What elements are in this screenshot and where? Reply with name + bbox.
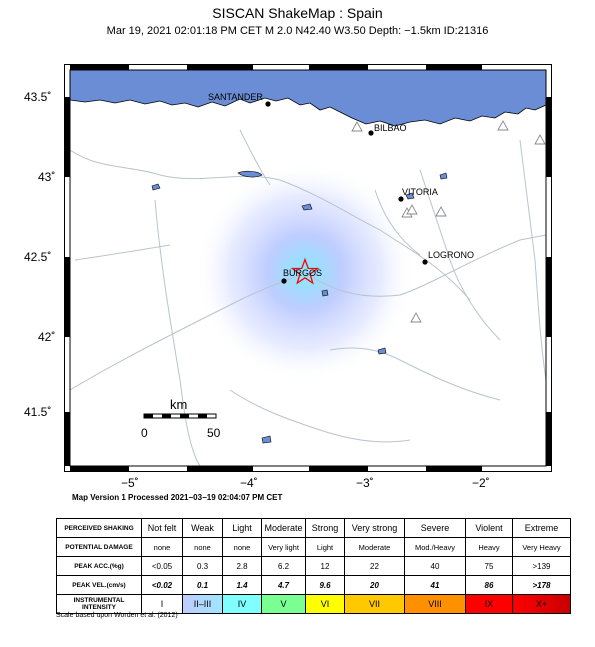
triangle-icon	[534, 134, 546, 145]
rivers	[70, 129, 546, 466]
city-label: SANTANDER	[208, 92, 263, 102]
legend-cell: Light	[305, 537, 345, 557]
legend-cell: VIII	[404, 594, 466, 614]
legend-cell: 40	[404, 556, 466, 576]
lat-tick-label: 43.5˚	[24, 90, 51, 104]
legend-row-damage: POTENTIAL DAMAGE none none none Very light Li…	[56, 537, 571, 557]
lat-tick-label: 42˚	[38, 330, 55, 344]
legend-cell: 2.8	[222, 556, 262, 576]
lat-tick-label: 43˚	[38, 170, 55, 184]
shakemap: SANTANDER BILBAO VITORIA LOGRONO BURGOS	[24, 64, 552, 490]
legend-cell: V	[261, 594, 306, 614]
legend-cell: II–III	[182, 594, 223, 614]
lon-tick-label: −4˚	[240, 476, 258, 490]
legend-cell: Moderate	[344, 537, 405, 557]
legend-cell: <0.05	[141, 556, 183, 576]
legend-cell: 86	[465, 575, 513, 595]
scale-end: 50	[207, 426, 221, 440]
map-title: SISCAN ShakeMap : Spain	[212, 5, 383, 21]
legend-cell: >178	[512, 575, 571, 595]
legend-cell: Very strong	[344, 518, 405, 538]
legend-cell: 75	[465, 556, 513, 576]
legend-row-header: PERCEIVED SHAKING	[56, 518, 142, 538]
city-label: LOGRONO	[428, 250, 474, 260]
legend-row-acc: PEAK ACC.(%g) <0.05 0.3 2.8 6.2 12 22 40 75 >139	[56, 556, 571, 576]
legend-cell: Heavy	[465, 537, 513, 557]
legend-cell: Weak	[182, 518, 223, 538]
city-label: BILBAO	[374, 123, 407, 133]
legend-cell: 20	[344, 575, 405, 595]
triangle-icon	[410, 312, 422, 323]
legend-cell: Not felt	[141, 518, 183, 538]
legend-cell: Very Heavy	[512, 537, 571, 557]
legend-cell: Light	[222, 518, 262, 538]
legend-cell: 6.2	[261, 556, 306, 576]
scale-bar: km 0 50	[141, 397, 221, 440]
legend-cell: Violent	[465, 518, 513, 538]
legend-cell: 12	[305, 556, 345, 576]
lat-tick-label: 42.5˚	[24, 250, 51, 264]
legend-cell: 1.4	[222, 575, 262, 595]
legend-cell: <0.02	[141, 575, 183, 595]
legend-cell: IX	[465, 594, 513, 614]
lon-tick-label: −5˚	[121, 476, 139, 490]
legend-cell: VII	[344, 594, 405, 614]
legend-cell: IV	[222, 594, 262, 614]
legend-cell: none	[222, 537, 262, 557]
legend-cell: 22	[344, 556, 405, 576]
legend-row-header: INSTRUMENTAL INTENSITY	[56, 594, 142, 614]
legend-cell: 4.7	[261, 575, 306, 595]
city-markers	[265, 101, 428, 284]
legend-row-vel: PEAK VEL.(cm/s) <0.02 0.1 1.4 4.7 9.6 20 41 86 >1…	[56, 575, 571, 595]
legend-cell: 0.1	[182, 575, 223, 595]
legend-row-intensity: INSTRUMENTAL INTENSITY I II–III IV V VI VII VII…	[56, 594, 571, 614]
city-label: BURGOS	[283, 268, 322, 278]
scale-unit: km	[170, 397, 187, 412]
triangle-icon	[497, 120, 509, 131]
legend-cell: Extreme	[512, 518, 571, 538]
triangle-icon	[351, 121, 363, 132]
map-frame	[64, 64, 552, 472]
legend-cell: Severe	[404, 518, 466, 538]
lon-tick-label: −2˚	[472, 476, 490, 490]
legend-row-header: PEAK ACC.(%g)	[56, 556, 142, 576]
sea-area	[70, 70, 546, 127]
legend-cell: 41	[404, 575, 466, 595]
legend-cell: Mod./Heavy	[404, 537, 466, 557]
legend-row-header: PEAK VEL.(cm/s)	[56, 575, 142, 595]
legend-cell: >139	[512, 556, 571, 576]
event-info: Mar 19, 2021 02:01:18 PM CET M 2.0 N42.4…	[106, 25, 489, 37]
legend-cell: none	[141, 537, 183, 557]
legend-cell: none	[182, 537, 223, 557]
legend-cell: 0.3	[182, 556, 223, 576]
lon-tick-label: −3˚	[356, 476, 374, 490]
star-icon	[290, 257, 320, 285]
triangle-icon	[435, 206, 447, 217]
map-version: Map Version 1 Processed 2021−03−19 02:04…	[72, 493, 283, 502]
reservoirs	[151, 170, 448, 444]
legend-cell: X+	[512, 594, 571, 614]
legend-row-header: POTENTIAL DAMAGE	[56, 537, 142, 557]
legend-cell: 9.6	[305, 575, 345, 595]
legend-cell: Very light	[261, 537, 306, 557]
station-icons	[351, 120, 546, 323]
legend-cell: VI	[305, 594, 345, 614]
legend-cell: I	[141, 594, 183, 614]
scale-note: Scale based upon Worden et al. (2012)	[56, 612, 178, 619]
intensity-legend: PERCEIVED SHAKING Not felt Weak Light Modera…	[56, 518, 571, 614]
triangle-icon	[406, 204, 418, 215]
scale-start: 0	[141, 426, 148, 440]
legend-cell: Strong	[305, 518, 345, 538]
legend-row-shaking: PERCEIVED SHAKING Not felt Weak Light Modera…	[56, 518, 571, 538]
lat-tick-label: 41.5˚	[24, 405, 51, 419]
legend-cell: Moderate	[261, 518, 306, 538]
city-label: VITORIA	[402, 187, 438, 197]
